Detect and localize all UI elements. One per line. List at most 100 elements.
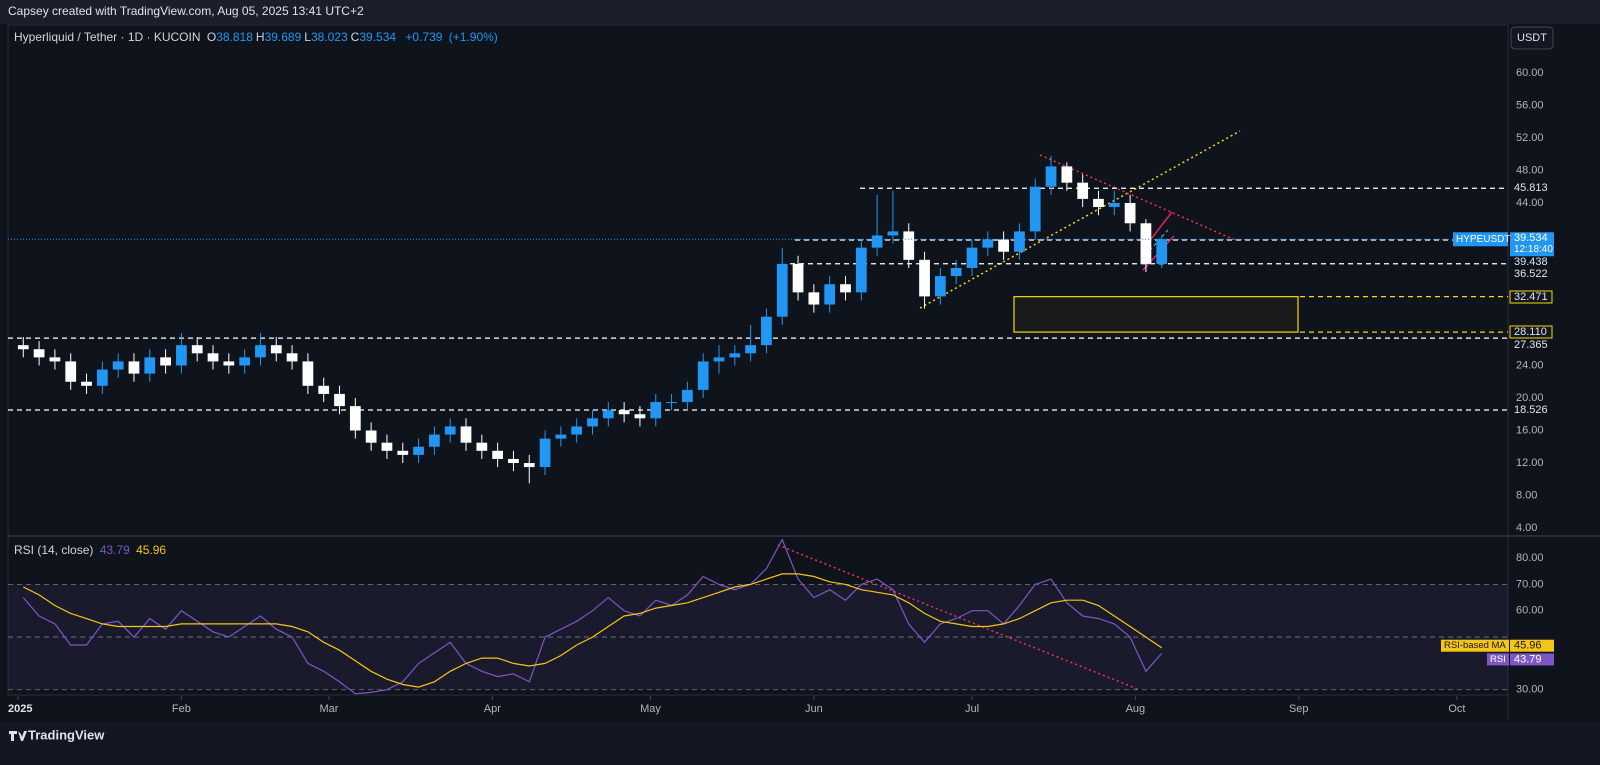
level-tag [1510,256,1552,268]
candle-body [65,361,77,382]
candle-body [492,450,504,459]
candle-body [681,389,693,403]
candle-body [966,247,978,268]
legend-value: 39.534 [359,30,397,44]
footer-logo: TradingView [28,727,105,742]
candle-body [1029,186,1041,232]
legend-key: O [206,30,217,44]
y-tick-label: 12.00 [1516,457,1544,469]
candle-body [587,418,598,427]
candle-body [998,239,1009,252]
level-tag [1510,268,1552,280]
candle-body [602,410,614,419]
level-label: 39.438 [1514,256,1548,268]
candle-body [381,442,393,451]
series-value-tag-bg [1510,653,1554,666]
legend-value: 39.689 [264,30,302,44]
series-value-tag: 43.79 [1514,653,1542,665]
level-label: 18.526 [1514,404,1548,416]
x-tick-label: Oct [1448,703,1465,715]
candle-body [429,434,440,447]
candle-body [903,231,915,260]
candle-body [349,406,361,431]
price-legend: Hyperliquid / Tether · 1D · KUCOIN O38.8… [14,30,501,44]
trendline [919,130,1241,309]
change: +0.739 [405,30,443,44]
candle-body [776,263,788,317]
candle-body [17,345,29,350]
y-tick-label: 56.00 [1516,99,1544,111]
rsi-tick-label: 30.00 [1516,684,1544,696]
candle-body [950,267,962,277]
y-tick-label: 44.00 [1516,197,1544,209]
y-tick-label: 24.00 [1516,359,1544,371]
legend-value: 38.023 [310,30,348,44]
candle-body [302,361,314,386]
candle-body [729,353,741,358]
price-tag-bg [1510,232,1554,257]
candle-body [571,426,583,435]
y-tick-label: 60.00 [1516,67,1544,79]
candle-body [397,450,409,455]
candle-body [239,357,251,366]
candle-body [887,231,899,236]
x-tick-label: Apr [484,703,501,715]
candle-body [49,357,61,362]
rsi-tick-label: 60.00 [1516,605,1544,617]
y-tick-label: 16.00 [1516,424,1544,436]
candle-body [160,357,171,366]
ohlc: O38.818 H39.689 L38.023 C39.534 [207,30,399,44]
y-tick-label: 48.00 [1516,164,1544,176]
candle-body [808,292,820,305]
level-label: 28.110 [1514,326,1547,338]
series-name-tag: RSI [1490,654,1506,665]
plot-frame [7,24,1509,696]
y-tick-label: 20.00 [1516,392,1544,404]
candle-body [919,259,930,297]
candle-body [176,345,187,366]
candle-body [476,442,488,451]
trendline [1039,154,1236,241]
x-tick-label: May [640,703,661,715]
level-tag [1510,339,1552,351]
candle-body [444,426,456,435]
level-tag [1509,325,1553,339]
rsi-legend: RSI (14, close) 43.79 45.96 [14,543,169,557]
series-name-tag-bg [1441,639,1509,652]
logo-icon [9,731,27,741]
rsi-tick-label: 70.00 [1516,578,1544,590]
candle-body [33,349,45,358]
x-tick-label: Aug [1126,703,1146,715]
x-tick-label: Jun [805,703,823,715]
candle-body [270,345,282,354]
series-name-tag-bg [1487,653,1509,666]
level-tag [1510,182,1552,194]
y-tick-label: 8.00 [1516,489,1537,501]
candle-body [634,414,646,419]
zone-box [1013,296,1299,333]
candle-body [792,263,804,293]
legend-key: C [350,30,360,44]
rsi-tick-label: 80.00 [1516,552,1544,564]
currency-label[interactable]: USDT [1517,32,1547,44]
candle-body [824,284,836,305]
x-tick-label: Feb [172,703,191,715]
candle-body [128,361,140,374]
candle-body [871,235,883,248]
candle-body [982,239,994,248]
candle-body [934,276,946,297]
candle-body [334,393,345,407]
candle-body [855,247,867,293]
candle-body [1156,239,1168,264]
candle-body [1140,223,1152,264]
candle-body [666,402,677,404]
level-label: 45.813 [1514,182,1548,194]
series-value-tag: 45.96 [1514,640,1542,652]
level-tag [1509,290,1553,304]
candle-body [96,369,108,386]
currency-button[interactable] [1510,26,1554,50]
candle-body [413,446,424,455]
caption: Capsey created with TradingView.com, Aug… [8,4,364,18]
